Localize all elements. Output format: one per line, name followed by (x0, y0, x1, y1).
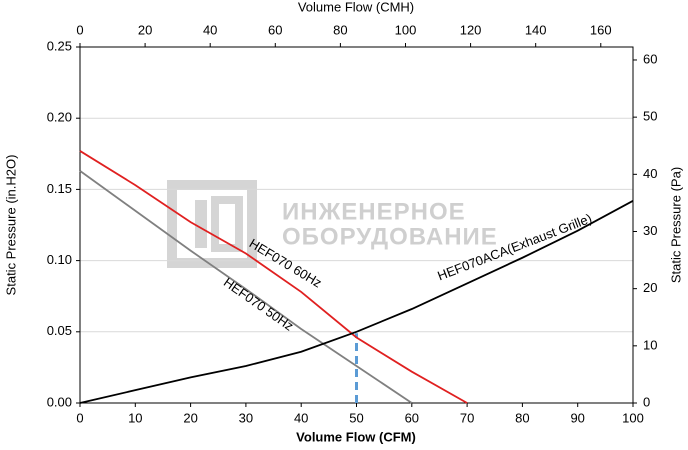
y2-tick-label: 30 (643, 223, 657, 238)
y2-tick-label: 50 (643, 109, 657, 124)
y2-axis-title: Static Pressure (Pa) (668, 167, 683, 283)
logo-ring (211, 196, 243, 252)
series-line (79, 150, 468, 404)
logo-bar (195, 200, 207, 248)
x2-tick-label: 20 (138, 22, 152, 37)
x-tick-label: 60 (405, 410, 419, 425)
logo-frame (167, 180, 257, 268)
series-label: HEF070 50Hz (221, 275, 296, 334)
y2-tick-label: 0 (643, 394, 650, 409)
x2-tick-label: 100 (395, 22, 417, 37)
x2-tick-label: 120 (460, 22, 482, 37)
x2-tick-label: 140 (525, 22, 547, 37)
x-tick-label: 40 (294, 410, 308, 425)
series-line (79, 170, 413, 404)
x2-axis-title: Volume Flow (CMH) (298, 0, 414, 14)
watermark: ИНЖЕНЕРНОЕ ОБОРУДОВАНИЕ (167, 180, 498, 268)
y-tick-label: 0.15 (47, 181, 72, 196)
watermark-text: ОБОРУДОВАНИЕ (282, 223, 498, 250)
x-tick-label: 20 (183, 410, 197, 425)
x2-tick-label: 40 (203, 22, 217, 37)
y2-tick-label: 20 (643, 280, 657, 295)
x2-tick-label: 80 (333, 22, 347, 37)
x-axis-title: Volume Flow (CFM) (296, 429, 416, 444)
y2-tick-label: 10 (643, 337, 657, 352)
x-tick-label: 70 (460, 410, 474, 425)
y2-tick-label: 60 (643, 51, 657, 66)
y-tick-label: 0.05 (47, 323, 72, 338)
y-tick-label: 0.00 (47, 394, 72, 409)
y-tick-label: 0.20 (47, 110, 72, 125)
series-line (79, 200, 634, 404)
x-tick-label: 50 (349, 410, 363, 425)
x-tick-label: 10 (128, 410, 142, 425)
x-tick-label: 90 (570, 410, 584, 425)
y2-tick-label: 40 (643, 166, 657, 181)
x-tick-label: 0 (76, 410, 83, 425)
watermark-text: ИНЖЕНЕРНОЕ (282, 198, 466, 225)
y-tick-label: 0.10 (47, 252, 72, 267)
x-tick-label: 100 (622, 410, 644, 425)
x2-tick-label: 0 (76, 22, 83, 37)
y-tick-label: 0.25 (47, 38, 72, 53)
x-tick-label: 80 (515, 410, 529, 425)
y-axis-title: Static Pressure (in.H2O) (3, 155, 18, 296)
x2-tick-label: 60 (268, 22, 282, 37)
x-tick-label: 30 (239, 410, 253, 425)
x2-tick-label: 160 (590, 22, 612, 37)
